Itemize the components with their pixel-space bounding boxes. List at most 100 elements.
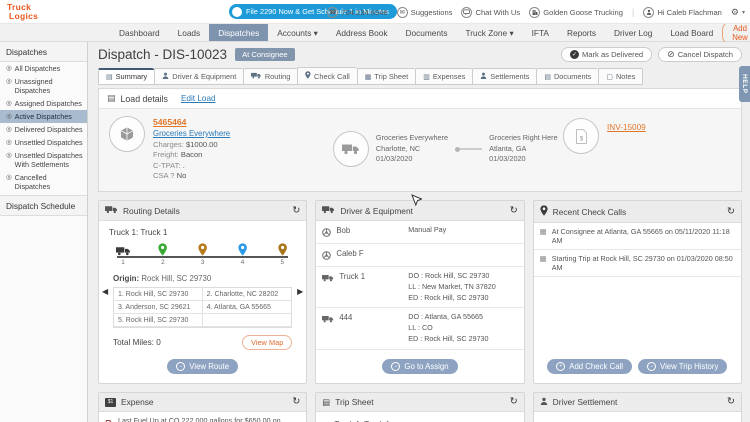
timeline-stop-number: 5: [280, 259, 285, 267]
sidebar-item-cancelled-dispatches[interactable]: ◎ Cancelled Dispatches: [6, 173, 51, 192]
refresh-icon[interactable]: ↻: [292, 396, 301, 408]
sidebar-item-delivered-dispatches[interactable]: ◎ Delivered Dispatches: [6, 125, 83, 135]
sidebar-item-assigned-dispatches[interactable]: ◎ Assigned Dispatches: [6, 99, 82, 109]
tab-check-call[interactable]: Check Call: [297, 67, 357, 85]
refresh-icon[interactable]: ↻: [727, 205, 735, 217]
destination-name: Groceries Right Here: [489, 132, 558, 142]
go-to-assign-button[interactable]: → Go to Assign: [382, 359, 458, 375]
carousel-right-arrow[interactable]: ▶: [297, 287, 304, 297]
user-icon: [643, 6, 655, 18]
phone-icon: ☎: [327, 6, 339, 18]
edit-load-link[interactable]: Edit Load: [180, 94, 216, 103]
sidebar-item-unsettled-dispatches-with-settlements[interactable]: ◎ Unsettled Dispatches With Settlements: [6, 151, 83, 170]
refresh-icon[interactable]: ↻: [509, 396, 518, 408]
arrow-circle-icon: →: [391, 362, 401, 372]
nav-item-ifta[interactable]: IFTA: [531, 27, 549, 38]
tab-routing[interactable]: Routing: [243, 68, 298, 85]
driver-equipment-row-bob: Bob Manual Pay: [316, 221, 524, 245]
mark-as-delivered-button[interactable]: ✓ Mark as Delivered: [560, 47, 653, 62]
nav-item-driver-log[interactable]: Driver Log: [614, 27, 653, 38]
refresh-icon[interactable]: ↻: [727, 396, 735, 408]
gear-icon: ⚙: [730, 6, 739, 17]
file-2290-banner[interactable]: File 2290 Now & Get Schedule 1 in Minute…: [229, 4, 397, 19]
truck-icon: [251, 72, 262, 81]
sidebar-section-dispatch-schedule[interactable]: Dispatch Schedule: [0, 195, 87, 217]
timeline-stop-number: 3: [200, 259, 205, 267]
package-icon: [109, 116, 145, 152]
settings-menu[interactable]: ⚙ ▾: [731, 7, 745, 18]
trip-sheet-content: Truck 1: Truck 1: [316, 412, 523, 422]
nav-item-truck-zone[interactable]: Truck Zone ▾: [465, 27, 514, 38]
company-menu[interactable]: Golden Goose Trucking: [529, 6, 623, 18]
nav-item-reports[interactable]: Reports: [566, 27, 597, 38]
nav-item-load-board[interactable]: Load Board: [670, 27, 714, 38]
person-icon: [162, 72, 169, 81]
load-number-link[interactable]: 5465464: [153, 117, 187, 127]
charges-label: Charges:: [153, 139, 184, 149]
add-check-call-button[interactable]: + Add Check Call: [547, 359, 633, 375]
note-icon: ▢: [606, 74, 613, 81]
add-new-button[interactable]: Add New: [722, 20, 750, 45]
help-tab[interactable]: HELP: [739, 66, 750, 102]
chat-icon: [461, 6, 473, 18]
sidebar-item-active-dispatches[interactable]: ◎ Active Dispatches: [0, 110, 87, 124]
app-logo[interactable]: Truck Logics: [7, 3, 38, 20]
sidebar-item-all-dispatches[interactable]: ◎ All Dispatches: [6, 64, 61, 73]
cancel-dispatch-button[interactable]: ⊘ Cancel Dispatch: [658, 47, 742, 62]
driver-equipment-row-truck-1: Truck 1 DO : Rock Hill, SC 29730 LL : New …: [316, 267, 524, 309]
title-row: Dispatch - DIS-10023 At Consignee ✓ Mark…: [98, 47, 742, 62]
nav-item-loads[interactable]: Loads: [177, 27, 201, 38]
check-call-rows: ▦ At Consignee at Atlanta, GA 55665 on 05…: [533, 223, 741, 278]
tab-expenses[interactable]: ▥ Expenses: [415, 68, 473, 85]
invoice-icon: $: [563, 118, 600, 154]
check-circle-icon: ✓: [569, 50, 579, 59]
pin-icon: [305, 71, 311, 81]
invoice-link[interactable]: INV-15009: [607, 123, 646, 132]
refresh-icon[interactable]: ↻: [292, 204, 301, 216]
route-timeline: 1 2 3 4 5: [113, 243, 292, 266]
nav-item-documents[interactable]: Documents: [405, 27, 448, 38]
view-trip-history-label: View Trip History: [660, 362, 719, 372]
chevron-down-icon: ▾: [741, 9, 745, 16]
target-icon: ◎: [6, 139, 12, 147]
dispatch-tabs: ▤ Summary Driver & Equipment Routing Check C…: [98, 67, 742, 85]
sidebar-section-dispatches[interactable]: Dispatches: [0, 42, 87, 62]
steering-icon: [322, 227, 332, 239]
main-nav: Dashboard Loads Dispatches Accounts ▾ Addres…: [0, 20, 750, 45]
tab-trip-sheet[interactable]: ▦ Trip Sheet: [356, 68, 416, 85]
user-label: Hi Caleb Flachman: [657, 7, 722, 17]
sidebar-item-unsettled-dispatches[interactable]: ◎ Unsettled Dispatches: [6, 138, 83, 148]
trip-sheet-card-title: Trip Sheet: [335, 397, 374, 408]
chat-link[interactable]: Chat With Us: [461, 6, 520, 18]
view-route-button[interactable]: → View Route: [167, 359, 239, 375]
customer-link[interactable]: Groceries Everywhere: [153, 128, 231, 138]
timeline-stop-number: 1: [121, 259, 125, 267]
tab-notes[interactable]: ▢ Notes: [598, 68, 644, 85]
tab-driver-equipment[interactable]: Driver & Equipment: [154, 68, 244, 85]
phone-number[interactable]: ☎ 704.234.6946: [327, 6, 388, 18]
calendar-icon: ▦: [539, 254, 547, 264]
carousel-left-arrow[interactable]: ◀: [102, 287, 109, 297]
view-trip-history-button[interactable]: → View Trip History: [638, 359, 728, 375]
user-menu[interactable]: Hi Caleb Flachman: [643, 6, 722, 18]
origin-date: 01/03/2020: [375, 154, 413, 164]
nav-item-dispatches[interactable]: Dispatches: [209, 24, 269, 41]
clipboard-icon: ▤: [107, 93, 116, 103]
expense-item: Last Fuel Up at CO 222.000 gallons for $…: [99, 412, 306, 422]
nav-item-accounts[interactable]: Accounts ▾: [277, 27, 318, 38]
tab-summary[interactable]: ▤ Summary: [98, 68, 155, 85]
origin-stop: Groceries Everywhere Charlotte, NC 01/03…: [376, 133, 448, 166]
tab-documents[interactable]: ▤ Documents: [536, 68, 599, 85]
refresh-icon[interactable]: ↻: [509, 204, 518, 216]
truck-icon: [322, 205, 335, 216]
sidebar-item-unassigned-dispatches[interactable]: ◎ Unassigned Dispatches: [6, 77, 53, 96]
nav-item-dashboard[interactable]: Dashboard: [119, 27, 160, 38]
page-title: Dispatch - DIS-10023: [98, 47, 228, 62]
suggestions-link[interactable]: ✉ Suggestions: [396, 6, 452, 18]
person-icon: [540, 397, 548, 407]
view-map-button[interactable]: View Map: [242, 335, 293, 351]
sidebar-items: ◎ All Dispatches ◎ Unassigned Dispatches ◎ As…: [0, 62, 87, 193]
nav-item-address-book[interactable]: Address Book: [335, 27, 388, 38]
tab-settlements[interactable]: Settlements: [472, 68, 537, 85]
